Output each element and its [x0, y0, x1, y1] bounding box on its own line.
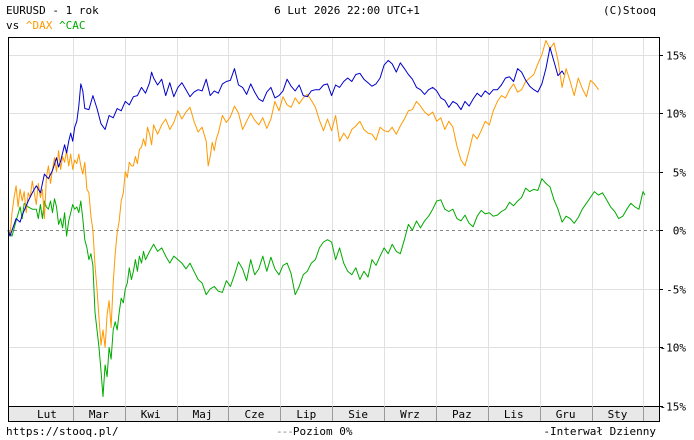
- chart-datetime: 6 Lut 2026 22:00 UTC+1: [274, 4, 420, 17]
- x-tick-label: Mar: [89, 408, 109, 421]
- y-tick-label: -5%: [666, 284, 686, 297]
- y-axis: 15% 10% 5% 0% -5% -10% -15%: [659, 50, 686, 414]
- x-tick-label: Maj: [193, 408, 213, 421]
- interval-label: -Interwał Dzienny: [543, 425, 656, 438]
- x-tick-label: Cze: [244, 408, 264, 421]
- x-tick-label: Lip: [296, 408, 316, 421]
- x-tick-label: Lut: [37, 408, 57, 421]
- y-tick-label: -10%: [660, 342, 687, 355]
- interval-prefix: -: [543, 425, 551, 438]
- series-line-dax: [7, 40, 599, 348]
- y-tick-label: 0%: [673, 225, 687, 238]
- x-tick-label: Lis: [504, 408, 524, 421]
- chart-footer: https://stooq.pl/ ---Poziom 0% -Interwał…: [6, 425, 688, 439]
- compare-legend: vs ^DAX ^CAC: [6, 19, 86, 32]
- series-line-eurusd: [7, 47, 565, 237]
- interval-text: Interwał Dzienny: [550, 425, 656, 438]
- x-tick-label: Gru: [556, 408, 576, 421]
- x-tick-label: Paz: [452, 408, 472, 421]
- legend-cac[interactable]: ^CAC: [59, 19, 86, 32]
- x-tick-label: Wrz: [400, 408, 420, 421]
- y-tick-label: -15%: [660, 401, 687, 414]
- x-tick-label: Sie: [348, 408, 368, 421]
- x-axis: Lut Mar Kwi Maj Cze Lip Sie Wrz Paz Lis Gru Sty: [8, 406, 660, 422]
- zero-level-label: Poziom 0%: [292, 425, 353, 438]
- y-tick-label: 10%: [666, 108, 686, 121]
- x-tick-label: Kwi: [141, 408, 161, 421]
- chart-title: EURUSD - 1 rok: [6, 4, 99, 17]
- zero-level-legend: ---Poziom 0%: [276, 425, 352, 438]
- chart-header: EURUSD - 1 rok 6 Lut 2026 22:00 UTC+1 (C…: [6, 4, 688, 18]
- copyright-label: (C)Stooq: [603, 4, 656, 17]
- zero-level-dash: ---: [276, 425, 294, 438]
- y-tick-label: 15%: [666, 50, 686, 63]
- source-link[interactable]: https://stooq.pl/: [6, 425, 119, 438]
- y-tick-label: 5%: [673, 167, 687, 180]
- series-layer: [7, 40, 646, 398]
- series-line-cac: [7, 178, 646, 398]
- chart-grid: [8, 37, 659, 407]
- x-tick-label: Sty: [608, 408, 628, 421]
- x-axis-band: [8, 406, 660, 422]
- legend-dax[interactable]: ^DAX: [25, 19, 53, 32]
- vs-label: vs: [6, 19, 20, 32]
